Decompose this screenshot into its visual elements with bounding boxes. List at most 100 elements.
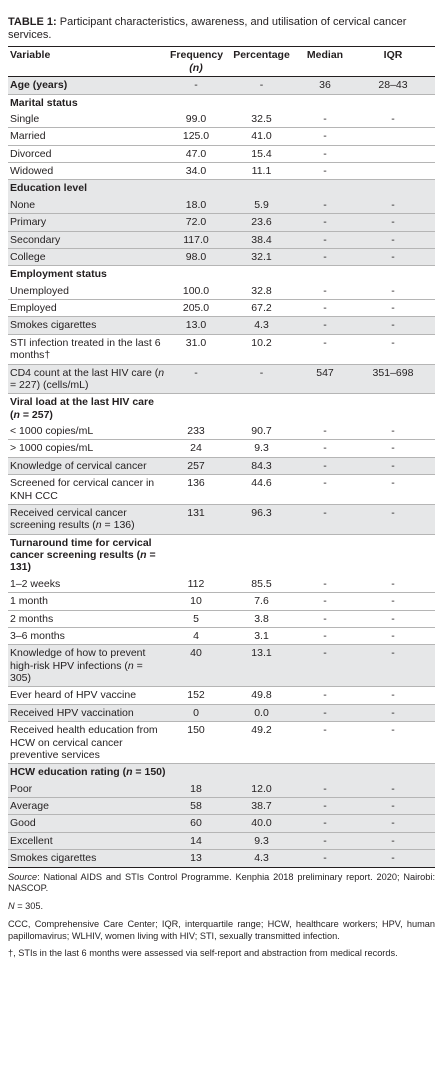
cell-variable: Marital status (10, 96, 78, 109)
table-notes: Source: National AIDS and STIs Control P… (8, 872, 435, 961)
cell-variable: Employed (8, 299, 168, 318)
cell-median (299, 763, 351, 781)
cell-percentage: 40.0 (224, 814, 299, 833)
group-header-row: Employment status (8, 266, 435, 283)
cell-frequency: 5 (168, 610, 224, 628)
cell-percentage (224, 394, 299, 423)
header-row: Variable Frequency (n) Percentage Median … (8, 46, 435, 77)
table-container: TABLE 1: Participant characteristics, aw… (8, 16, 435, 961)
cell-median: - (299, 334, 351, 365)
cell-variable: Smokes cigarettes (8, 849, 168, 868)
cell-iqr: - (351, 575, 435, 594)
cell-percentage: 44.6 (224, 474, 299, 505)
col-header-percentage: Percentage (233, 49, 290, 62)
cell-variable: HCW education rating (n = 150) (8, 763, 168, 781)
cell-median: - (299, 110, 351, 129)
participant-table: Variable Frequency (n) Percentage Median … (8, 46, 435, 868)
cell-median: - (299, 627, 351, 646)
cell-variable: Unemployed (8, 282, 168, 300)
table-row: Received cervical cancer screening resul… (8, 504, 435, 535)
cell-iqr (351, 145, 435, 164)
cell-frequency: 31.0 (168, 334, 224, 365)
table-row: < 1000 copies/mL 233 90.7- - (8, 423, 435, 441)
col-header-variable: Variable (10, 49, 51, 62)
cell-percentage: 15.4 (224, 145, 299, 164)
cell-frequency: 99.0 (168, 110, 224, 129)
table-row: Knowledge of how to prevent high-risk HP… (8, 644, 435, 688)
cell-median: - (299, 832, 351, 851)
cell-percentage: 23.6 (224, 213, 299, 232)
cell-variable: Excellent (8, 832, 168, 851)
cell-percentage: - (224, 364, 299, 395)
cell-variable: Turnaround time for cervical cancer scre… (10, 536, 156, 574)
table-row: None 18.0 5.9- - (8, 196, 435, 215)
cell-median: - (299, 457, 351, 476)
col-header-iqr: IQR (383, 49, 403, 62)
cell-iqr: - (351, 832, 435, 851)
group-header-row: Education level (8, 179, 435, 197)
cell-frequency: 40 (168, 644, 224, 688)
cell-percentage: 7.6 (224, 592, 299, 611)
cell-variable: > 1000 copies/mL (8, 439, 168, 458)
cell-variable: Ever heard of HPV vaccine (8, 686, 168, 705)
cell-iqr (351, 534, 435, 576)
cell-median: - (299, 439, 351, 458)
cell-median: - (299, 474, 351, 505)
cell-variable: Received HPV vaccination (8, 704, 168, 723)
cell-median: - (299, 127, 351, 146)
table-row: 1 month 10 7.6- - (8, 592, 435, 611)
frequency-sub: (n) (189, 61, 203, 74)
cell-variable: Screened for cervical cancer in KNH CCC (8, 474, 168, 505)
table-row: STI infection treated in the last 6 mont… (8, 334, 435, 365)
cell-median: - (299, 704, 351, 723)
cell-frequency: 150 (168, 721, 224, 765)
cell-iqr (351, 162, 435, 181)
source-note: Source: National AIDS and STIs Control P… (8, 872, 435, 896)
cell-median: - (299, 575, 351, 594)
cell-variable: Poor (8, 780, 168, 798)
cell-iqr: - (351, 457, 435, 476)
cell-iqr (351, 127, 435, 146)
table-row: Single 99.0 32.5- - (8, 110, 435, 129)
cell-iqr: - (351, 474, 435, 505)
cell-frequency: 72.0 (168, 213, 224, 232)
cell-median: - (299, 721, 351, 765)
cell-variable: Smokes cigarettes (8, 316, 168, 335)
cell-frequency: 4 (168, 627, 224, 646)
table-caption: TABLE 1: Participant characteristics, aw… (8, 16, 435, 42)
cell-variable: Employment status (10, 268, 107, 281)
cell-frequency (168, 266, 224, 283)
table-row: Average 58 38.7- - (8, 797, 435, 816)
caption-label: TABLE 1: (8, 16, 57, 28)
cell-iqr: - (351, 110, 435, 129)
table-row: Received health education from HCW on ce… (8, 721, 435, 765)
cell-iqr: - (351, 797, 435, 816)
cell-variable: < 1000 copies/mL (8, 423, 168, 441)
cell-median: - (299, 213, 351, 232)
table-row: Divorced 47.0 15.4- (8, 145, 435, 164)
cell-percentage: 10.2 (224, 334, 299, 365)
cell-median: - (299, 231, 351, 249)
cell-frequency: 125.0 (168, 127, 224, 146)
group-header-row: HCW education rating (n = 150) (8, 763, 435, 781)
cell-percentage: 38.4 (224, 231, 299, 249)
table-row: > 1000 copies/mL 24 9.3- - (8, 439, 435, 458)
cell-iqr: - (351, 282, 435, 300)
frequency-label: Frequency (170, 49, 224, 62)
cell-frequency: 18.0 (168, 196, 224, 215)
cell-percentage: 11.1 (224, 162, 299, 181)
cell-frequency: 14 (168, 832, 224, 851)
cell-frequency: 152 (168, 686, 224, 705)
cell-iqr: - (351, 610, 435, 628)
cell-iqr: - (351, 627, 435, 646)
cell-frequency: 58 (168, 797, 224, 816)
cell-variable: 1–2 weeks (8, 575, 168, 594)
cell-median: - (299, 814, 351, 833)
cell-iqr: - (351, 213, 435, 232)
cell-median: - (299, 644, 351, 688)
col-header-frequency: Frequency (n) (168, 47, 224, 77)
cell-iqr: - (351, 423, 435, 441)
table-row: Smokes cigarettes 13.0 4.3- - (8, 316, 435, 335)
cell-frequency: 47.0 (168, 145, 224, 164)
cell-frequency (168, 763, 224, 781)
